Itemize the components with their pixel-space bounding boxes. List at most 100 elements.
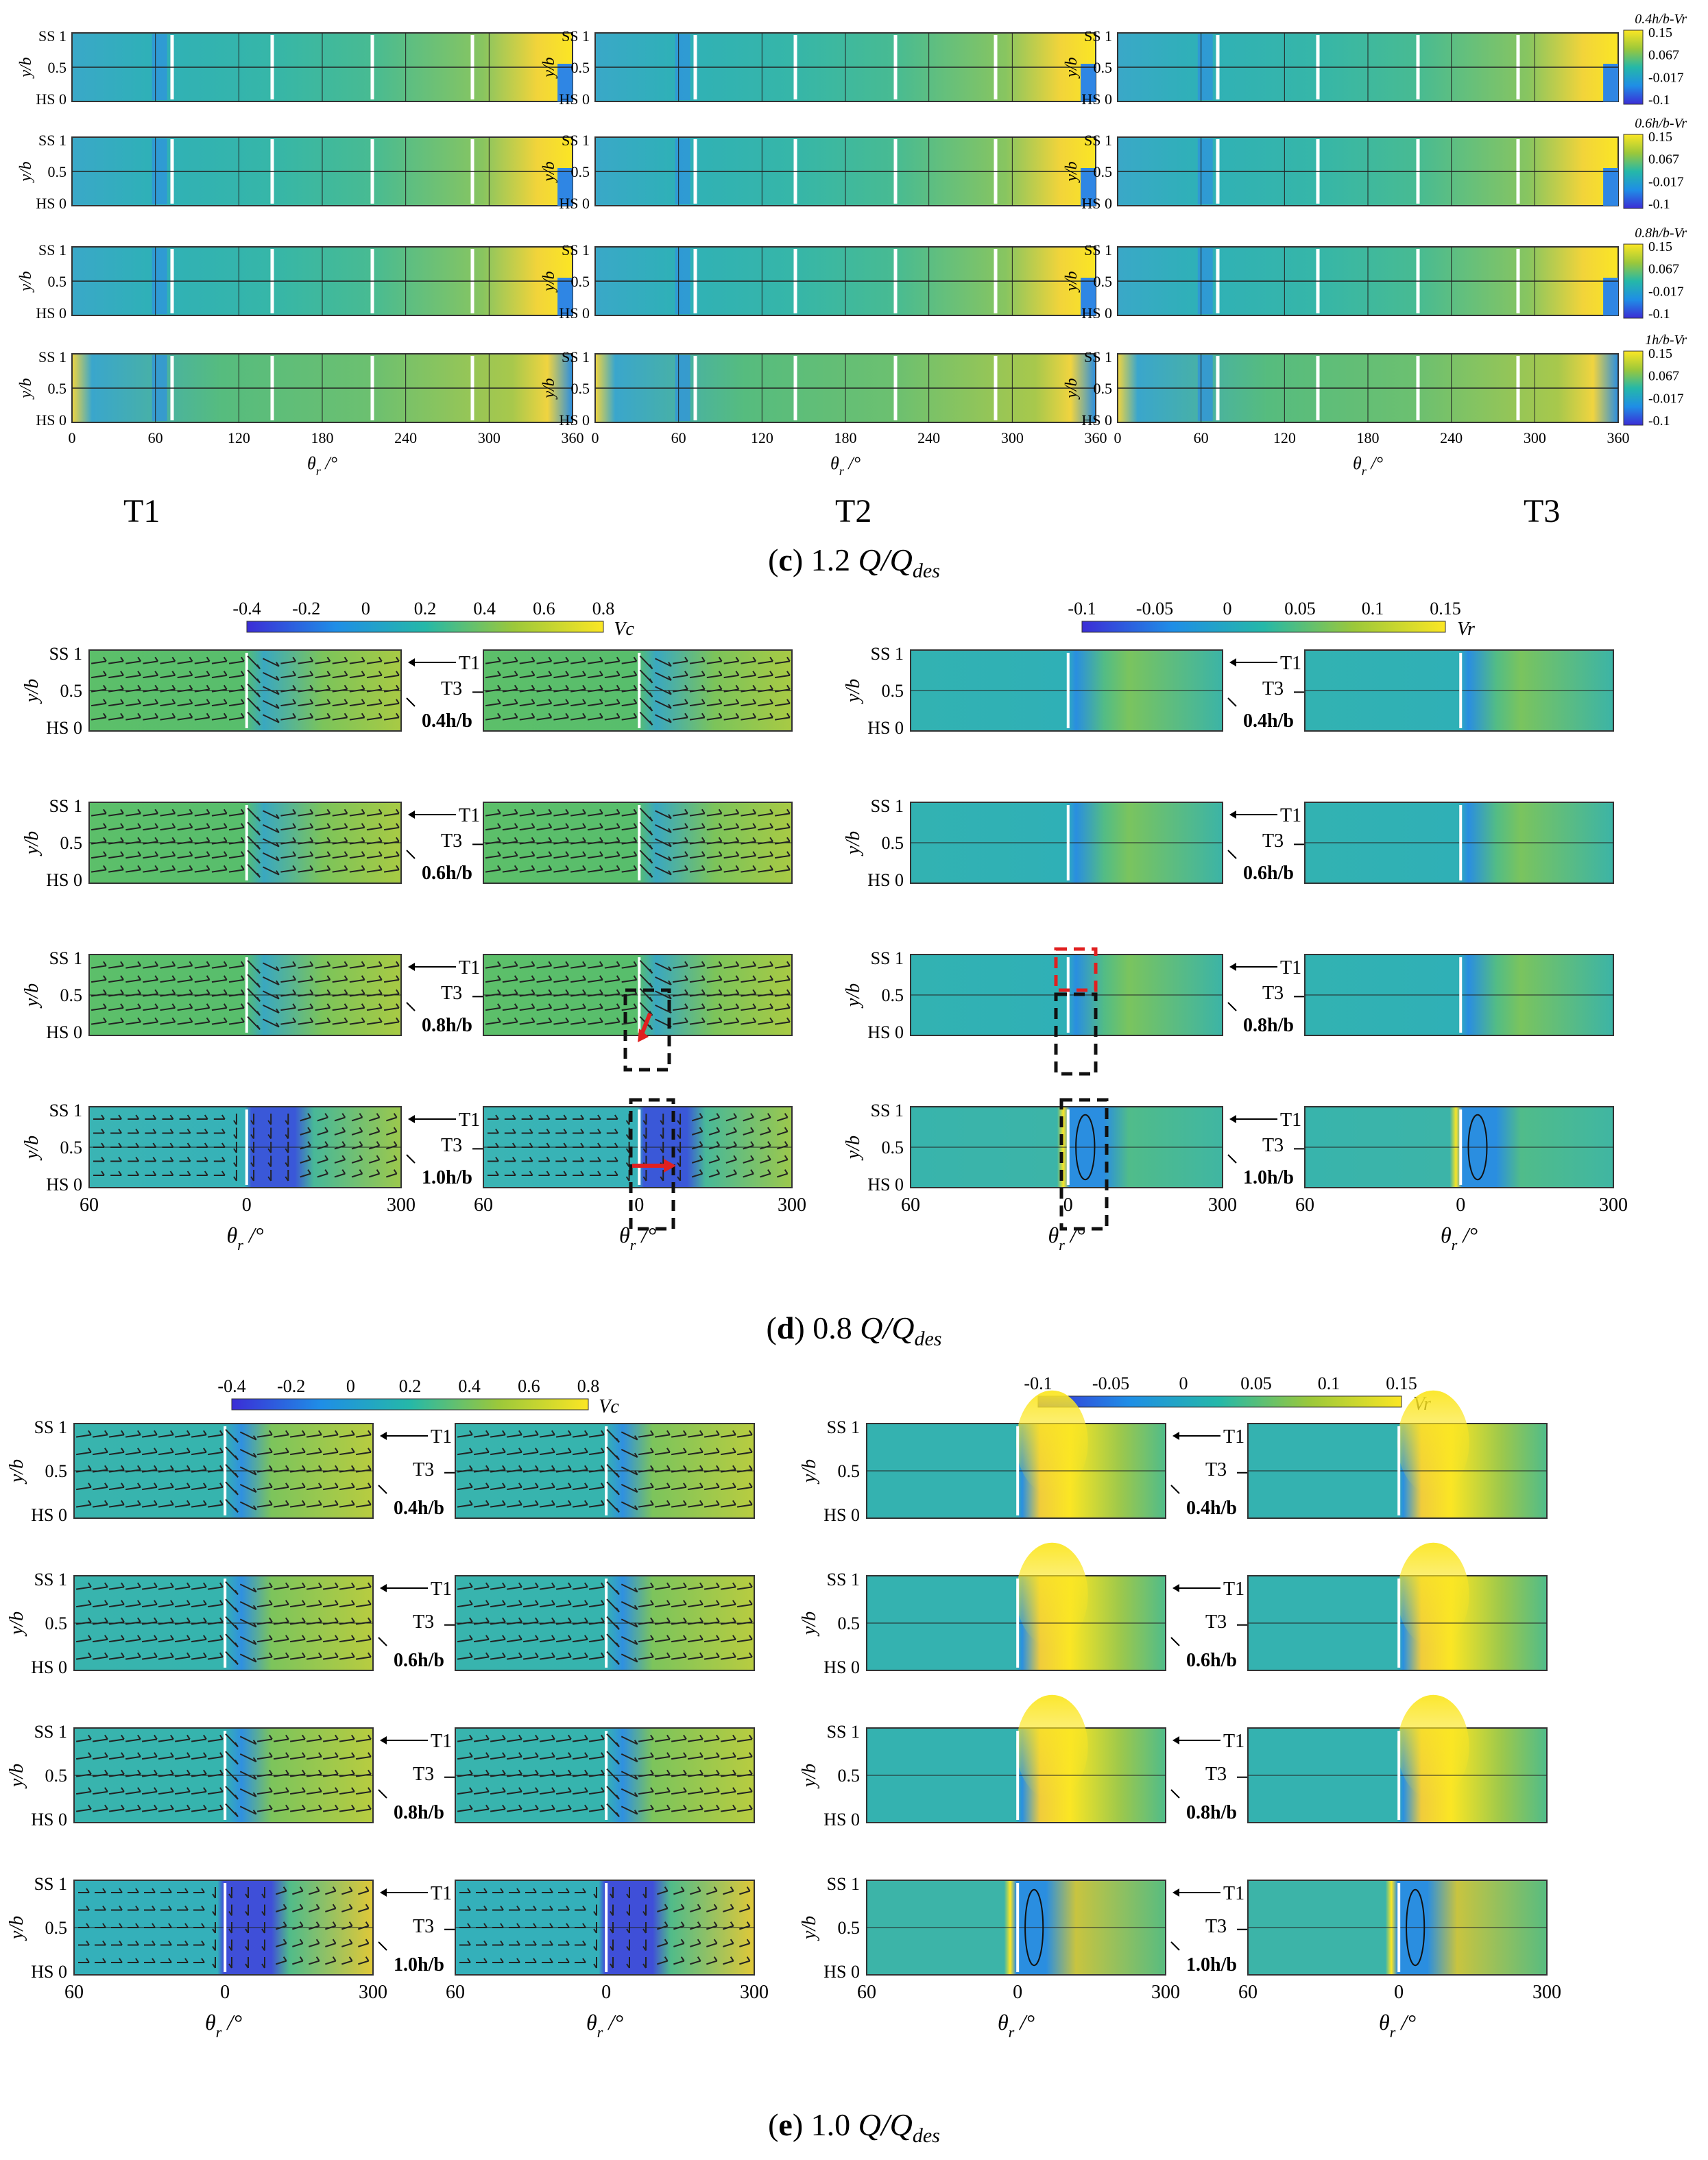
x-tick-label: 360 [1607, 429, 1630, 446]
vector-arrow-head [285, 1582, 289, 1587]
vector-arrow [638, 1603, 654, 1608]
y-tick-label: SS 1 [827, 1417, 860, 1437]
vector-arrow [158, 1586, 174, 1590]
vector-arrow [572, 1656, 588, 1660]
vector-arrow-head [276, 842, 280, 848]
vector-arrow [263, 852, 280, 862]
vector-arrow [655, 962, 672, 972]
vector-arrow [273, 1434, 289, 1438]
vector-arrow [673, 1890, 684, 1895]
vector-arrow-head [683, 1430, 687, 1435]
vector-arrow-head [170, 1430, 174, 1435]
vector-arrow [349, 660, 365, 664]
vector-arrow-head [240, 975, 245, 981]
vector-arrow-head [516, 1888, 520, 1893]
vector-arrow [158, 1738, 174, 1742]
vector-arrow-head [335, 1500, 339, 1505]
vector-arrow-head [514, 837, 518, 842]
vector-arrow-head [566, 1940, 570, 1946]
vector-arrow [490, 1808, 506, 1812]
vector-arrow-head [568, 1430, 572, 1435]
vector-arrow [158, 1755, 174, 1760]
vector-arrow [75, 1808, 92, 1812]
vector-arrow [256, 1451, 273, 1456]
vector-arrow [125, 1808, 141, 1812]
vector-arrow [485, 660, 501, 664]
vector-arrow-head [752, 823, 757, 828]
vector-arrow [349, 979, 365, 983]
vector-arrow-head [664, 1904, 669, 1909]
vector-arrow [671, 1603, 687, 1608]
vector-arrow [332, 1021, 348, 1025]
vector-arrow [339, 1755, 355, 1760]
vector-arrow-head [309, 699, 314, 704]
vector-arrow [339, 1621, 355, 1625]
vector-arrow-head [103, 975, 107, 981]
vector-arrow [239, 1653, 257, 1663]
vector-arrow [383, 674, 400, 679]
vector-arrow [490, 1638, 506, 1643]
vector-arrow [239, 1618, 257, 1628]
vector-arrow [317, 1131, 328, 1136]
x-axis-label-sub: r [237, 1236, 243, 1253]
vector-arrow-head [548, 1003, 553, 1009]
vector-arrow [758, 979, 773, 983]
vector-arrow-head [240, 684, 245, 690]
vector-arrow-head [531, 961, 536, 966]
vector-arrow [485, 813, 501, 817]
vector-arrow-head [699, 1141, 703, 1147]
vector-arrow-head [250, 1148, 254, 1153]
vc-colorbar-tick: 0.8 [592, 599, 615, 619]
x-axis-label: θr /° [1379, 2010, 1416, 2041]
vector-arrow-head [368, 1734, 372, 1740]
vector-arrow [687, 1808, 703, 1812]
vector-arrow [723, 1943, 734, 1947]
vector-arrow [457, 1451, 473, 1456]
vector-arrow [309, 1943, 320, 1947]
vector-arrow-head [335, 1752, 339, 1757]
vector-arrow [317, 1159, 328, 1164]
vector-arrow-head [497, 1017, 501, 1022]
vector-arrow [332, 826, 348, 831]
vector-arrow [239, 1448, 257, 1459]
vector-arrow [306, 1621, 322, 1625]
vector-arrow-head [221, 1114, 226, 1120]
vector-arrow [485, 688, 501, 693]
vector-arrow-head [154, 656, 159, 662]
y-tick-label: SS 1 [562, 27, 590, 45]
vector-arrow-head [187, 1804, 191, 1810]
vector-arrow-head [546, 1142, 551, 1148]
vector-arrow [383, 702, 400, 707]
vector-arrow [211, 869, 227, 873]
vector-arrow [292, 1925, 303, 1930]
vector-arrow-head [154, 1617, 158, 1622]
vector-arrow-head [746, 1904, 751, 1909]
vector-arrow-head [261, 1928, 265, 1934]
vector-arrow-head [732, 1465, 736, 1470]
vector-arrow-head [256, 996, 261, 1002]
y-tick-label: 0.5 [1094, 273, 1113, 290]
vector-arrow [75, 1621, 92, 1625]
vector-arrow-head [701, 989, 706, 994]
vector-arrow-head [326, 699, 331, 704]
vector-arrow [588, 1755, 605, 1760]
vector-arrow-head [650, 1734, 654, 1740]
c-panel: SS 10.5HS 0y/b [17, 27, 573, 108]
vector-arrow-head [535, 1734, 539, 1740]
vector-arrow-head [365, 1956, 370, 1962]
vector-arrow [519, 826, 535, 831]
vector-arrow-head [169, 1142, 174, 1148]
vector-arrow-head [784, 1127, 789, 1132]
vector-arrow-head [154, 1582, 158, 1587]
vector-arrow [239, 1583, 257, 1593]
vector-arrow-head [101, 1156, 105, 1162]
vector-arrow-head [135, 1905, 139, 1911]
vector-arrow-head [121, 1769, 125, 1775]
vector-arrow-head [344, 865, 348, 870]
vector-arrow [317, 1173, 328, 1178]
vector-arrow-head [769, 699, 773, 704]
vector-arrow-head [189, 837, 193, 842]
vector-arrow [289, 1486, 306, 1491]
vector-arrow [655, 976, 672, 986]
vector-arrow-head [341, 1155, 346, 1160]
